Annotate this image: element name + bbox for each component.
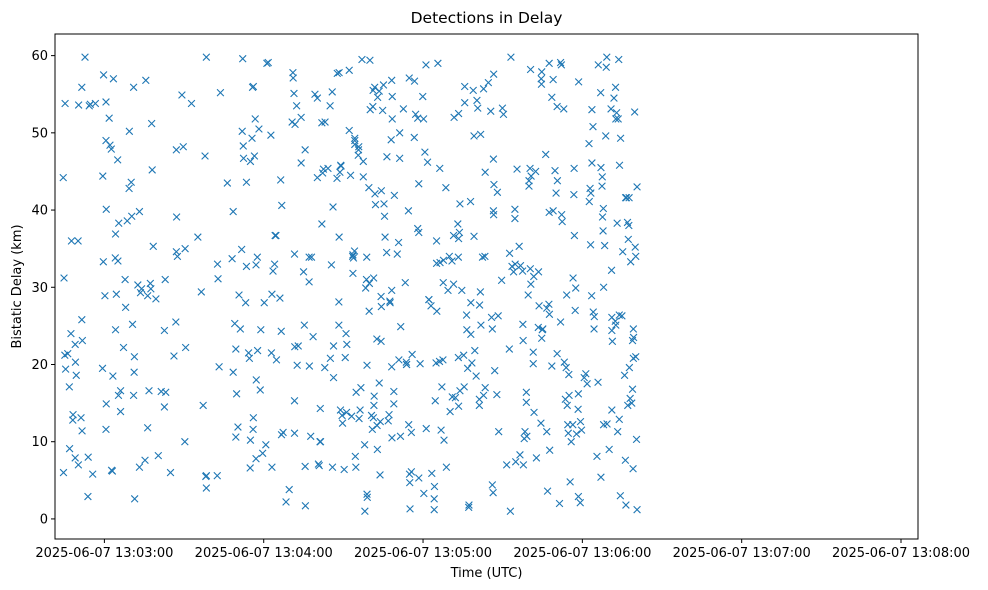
y-tick-label: 30 — [31, 281, 48, 296]
y-tick-label: 0 — [40, 512, 48, 527]
x-tick-label: 2025-06-07 13:03:00 — [35, 546, 173, 561]
scatter-chart: Detections in Delay 2025-06-07 13:03:00 2… — [0, 0, 988, 590]
y-tick-label: 10 — [31, 435, 48, 450]
x-tick-label: 2025-06-07 13:06:00 — [513, 546, 651, 561]
x-tick-label: 2025-06-07 13:07:00 — [673, 546, 811, 561]
y-tick-label: 20 — [31, 358, 48, 373]
x-tick-label: 2025-06-07 13:04:00 — [195, 546, 333, 561]
y-tick-label: 40 — [31, 204, 48, 219]
y-axis-label: Bistatic Delay (km) — [10, 224, 25, 348]
y-tick-label: 50 — [31, 126, 48, 141]
x-axis-label: Time (UTC) — [450, 566, 523, 581]
x-tick-label: 2025-06-07 13:05:00 — [354, 546, 492, 561]
y-tick-label: 60 — [31, 49, 48, 64]
plot-area — [55, 34, 918, 539]
x-tick-label: 2025-06-07 13:08:00 — [832, 546, 970, 561]
chart-title: Detections in Delay — [411, 9, 563, 27]
